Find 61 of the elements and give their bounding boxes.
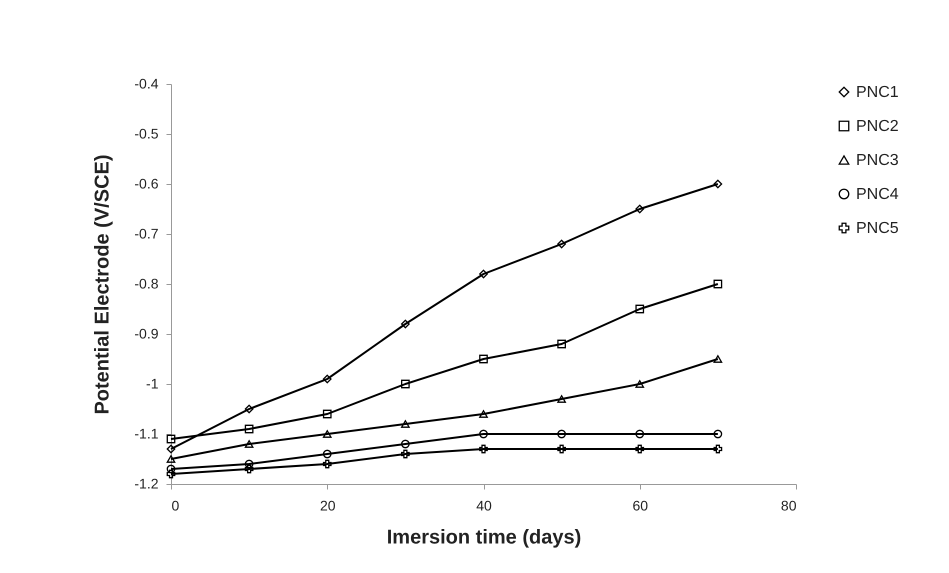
point xyxy=(635,380,644,388)
x-tick-label: 0 xyxy=(172,498,180,514)
point xyxy=(557,340,566,348)
point xyxy=(322,430,332,438)
point xyxy=(635,444,644,454)
point xyxy=(479,270,488,278)
point xyxy=(166,455,176,463)
y-tick-label: -0.6 xyxy=(134,176,159,192)
y-tick-label: -1.2 xyxy=(134,476,159,492)
point xyxy=(322,410,332,418)
x-tick-label: 20 xyxy=(320,498,336,514)
point xyxy=(166,444,176,454)
point xyxy=(322,450,332,458)
y-tick-label: -0.4 xyxy=(134,76,159,92)
point xyxy=(557,444,566,454)
point xyxy=(244,460,254,468)
point xyxy=(479,444,488,454)
point xyxy=(714,355,722,363)
legend-label: PNC5 xyxy=(856,220,899,237)
point xyxy=(479,410,488,418)
point xyxy=(635,204,644,214)
point xyxy=(557,430,566,438)
point xyxy=(322,374,332,384)
point xyxy=(479,354,488,364)
y-tick-label: -0.7 xyxy=(134,226,159,242)
x-tick-label: 80 xyxy=(780,498,797,514)
point xyxy=(244,464,254,474)
point xyxy=(401,440,410,448)
point xyxy=(714,430,722,438)
x-tick-label: 40 xyxy=(476,498,492,514)
x-axis-title: Imersion time (days) xyxy=(386,526,582,548)
y-tick-label: -0.8 xyxy=(134,276,159,292)
point xyxy=(635,304,644,314)
point xyxy=(401,320,410,328)
point xyxy=(166,434,176,444)
point xyxy=(244,424,254,434)
point xyxy=(635,430,644,438)
y-axis-title: Potential Electrode (V/SCE) xyxy=(91,154,114,415)
point xyxy=(166,464,176,474)
point xyxy=(714,444,722,454)
x-tick-label: 60 xyxy=(632,498,648,514)
point xyxy=(244,404,254,414)
y-tick-label: -0.5 xyxy=(134,126,159,142)
y-tick-label: -0.9 xyxy=(134,326,159,342)
legend-label: PNC4 xyxy=(856,186,899,203)
y-tick-label: -1 xyxy=(146,376,159,392)
legend-label: PNC1 xyxy=(856,84,899,101)
point xyxy=(557,240,566,248)
y-tick-label: -1.1 xyxy=(134,426,159,442)
point xyxy=(401,450,410,458)
point xyxy=(166,470,176,478)
legend-label: PNC3 xyxy=(856,152,899,169)
point xyxy=(322,460,332,468)
point xyxy=(401,420,410,428)
point xyxy=(714,180,722,188)
point xyxy=(479,430,488,438)
point xyxy=(557,395,566,403)
point xyxy=(714,280,722,288)
legend-label: PNC2 xyxy=(856,118,899,135)
point xyxy=(401,380,410,388)
point xyxy=(244,440,254,448)
